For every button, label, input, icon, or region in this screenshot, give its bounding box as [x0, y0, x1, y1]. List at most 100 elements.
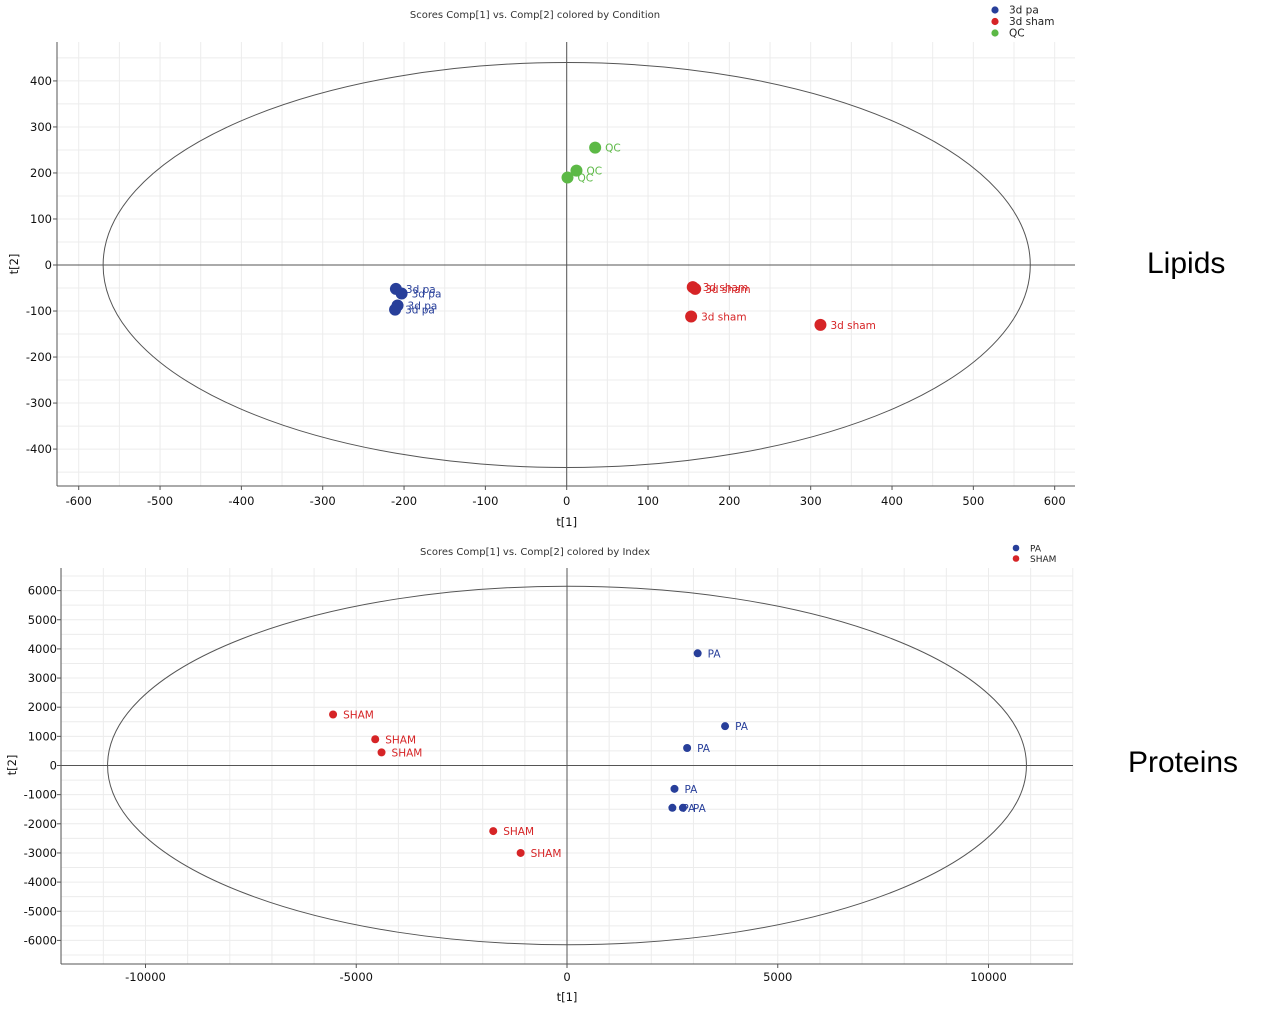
y-tick-label: 2000: [28, 700, 57, 714]
data-point-label: 3d pa: [408, 300, 438, 312]
data-point: [670, 784, 679, 793]
legend-marker: [1012, 555, 1020, 562]
y-tick-label: -6000: [24, 933, 57, 947]
y-tick-label: -3000: [24, 846, 57, 860]
y-tick-label: 400: [30, 74, 52, 88]
data-point-label: SHAM: [503, 826, 534, 838]
data-point-label: PA: [684, 784, 698, 796]
y-tick-label: -400: [26, 442, 52, 456]
x-tick-label: 500: [962, 494, 984, 508]
lipids-score-plot: -600 -500 -400 -300 -200 -100 0 100 200 300 400 500…: [7, 5, 1075, 529]
y-tick-label: 3000: [28, 671, 57, 685]
x-tick-label: 400: [881, 494, 903, 508]
y-axis-label: t[2]: [5, 755, 19, 776]
x-tick-label: -100: [472, 494, 498, 508]
y-tick-label: -2000: [24, 817, 57, 831]
legend-label: 3d pa: [1009, 5, 1039, 17]
data-point: [668, 803, 677, 812]
y-tick-label: 1000: [28, 729, 57, 743]
y-tick-label: -200: [26, 350, 52, 364]
data-point-label: PA: [693, 803, 707, 815]
legend-label: PA: [1030, 545, 1042, 555]
x-tick-label: 0: [563, 970, 570, 984]
y-tick-label: 0: [45, 258, 52, 272]
x-tick-label: -5000: [340, 970, 373, 984]
x-tick-label: 200: [718, 494, 740, 508]
x-tick-label: 10000: [970, 970, 1007, 984]
x-tick-label: -400: [228, 494, 254, 508]
data-point: [683, 744, 692, 753]
x-axis-label: t[1]: [556, 515, 577, 529]
y-tick-label: -100: [26, 304, 52, 318]
x-tick-label: -10000: [125, 970, 166, 984]
data-point: [516, 848, 525, 857]
data-point: [814, 318, 827, 331]
data-point-label: SHAM: [343, 709, 374, 721]
hotelling-ellipse: [102, 62, 1031, 468]
data-point-label: 3d pa: [406, 284, 436, 296]
chart-title: Scores Comp[1] vs. Comp[2] colored by In…: [420, 547, 650, 558]
data-point: [371, 735, 380, 744]
y-tick-label: 0: [50, 759, 57, 773]
legend-marker: [991, 29, 999, 37]
data-point: [395, 287, 408, 300]
data-point-label: 3d sham: [703, 282, 748, 294]
y-tick-label: 300: [30, 120, 52, 134]
hotelling-ellipse: [107, 585, 1027, 946]
x-tick-label: 600: [1044, 494, 1066, 508]
x-tick-label: 300: [800, 494, 822, 508]
data-point-label: QC: [578, 173, 594, 185]
data-point-label: 3d sham: [830, 320, 875, 332]
data-point-label: 3d pa: [405, 305, 435, 317]
y-tick-label: 5000: [28, 613, 57, 627]
x-tick-label: -500: [147, 494, 173, 508]
y-tick-label: 200: [30, 166, 52, 180]
data-point-label: SHAM: [531, 848, 562, 860]
legend-label: 3d sham: [1009, 16, 1054, 28]
data-point-label: QC: [586, 166, 602, 178]
y-tick-label: 6000: [28, 584, 57, 598]
y-tick-label: 4000: [28, 642, 57, 656]
x-tick-label: -300: [310, 494, 336, 508]
lipids-label: Lipids: [1147, 247, 1225, 280]
data-point: [561, 171, 574, 184]
legend-label: SHAM: [1030, 555, 1056, 565]
legend-marker: [991, 17, 999, 26]
data-point-label: 3d sham: [701, 312, 746, 324]
y-tick-label: 100: [30, 212, 52, 226]
data-point: [570, 164, 583, 177]
y-tick-label: -5000: [24, 904, 57, 918]
data-point: [389, 303, 402, 316]
data-point: [685, 310, 698, 323]
x-tick-label: 0: [563, 494, 570, 508]
data-point: [377, 748, 386, 757]
data-point-label: PA: [697, 743, 711, 755]
data-point: [678, 803, 687, 812]
y-tick-label: -300: [26, 396, 52, 410]
data-point-label: 3d sham: [705, 284, 750, 296]
data-point-label: PA: [708, 648, 722, 660]
x-axis-label: t[1]: [557, 990, 578, 1004]
y-tick-label: -4000: [24, 875, 57, 889]
plot-area: [57, 42, 1075, 486]
data-point-label: PA: [735, 721, 749, 733]
y-tick-label: -1000: [24, 788, 57, 802]
data-point: [721, 722, 730, 731]
legend-marker: [1012, 544, 1020, 552]
data-point: [693, 649, 702, 658]
data-point: [689, 282, 702, 295]
x-tick-label: 100: [637, 494, 659, 508]
data-point-label: SHAM: [392, 747, 423, 759]
legend-marker: [991, 6, 999, 14]
y-axis-label: t[2]: [7, 254, 21, 275]
data-point-label: 3d pa: [412, 289, 442, 301]
data-point-label: SHAM: [385, 734, 416, 746]
proteins-label: Proteins: [1128, 746, 1238, 779]
data-point: [489, 827, 498, 836]
chart-title: Scores Comp[1] vs. Comp[2] colored by Co…: [410, 10, 660, 21]
proteins-score-plot: -10000 -5000 0 5000 10000-6000-5000-4000-300…: [5, 544, 1074, 1004]
data-point: [589, 141, 602, 154]
x-tick-label: -600: [66, 494, 92, 508]
x-tick-label: -200: [391, 494, 417, 508]
